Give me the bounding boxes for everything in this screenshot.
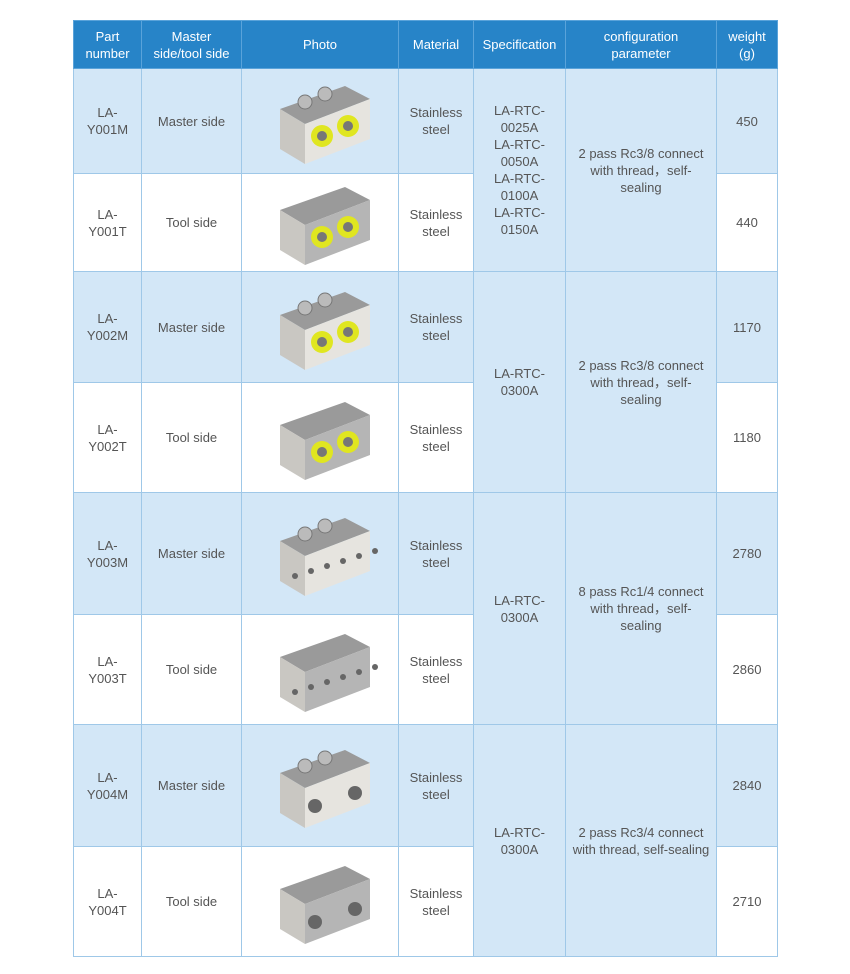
weight: 2860 [716, 614, 778, 725]
product-photo [280, 750, 370, 828]
part-number: LA- Y003T [73, 614, 142, 725]
product-photo [280, 85, 370, 164]
table-row: LA- Y003T Tool side Stainless steel 2860 [73, 614, 778, 725]
table-row: LA- Y001M Master side Stainless steel LA-RT… [73, 68, 778, 272]
header-photo: Photo [241, 20, 399, 69]
weight: 1180 [716, 382, 778, 493]
specification: LA-RTC- 0300A [473, 492, 566, 725]
part-number: LA- Y004M [73, 724, 142, 847]
header-part-number: Part number [73, 20, 142, 69]
weight: 440 [716, 173, 778, 272]
configuration: 2 pass Rc3/8 connect with thread，self-sea… [565, 68, 717, 272]
side: Master side [141, 492, 242, 615]
product-photo [280, 518, 378, 596]
photo-cell [241, 68, 399, 174]
side: Tool side [141, 382, 242, 493]
specification: LA-RTC- 0300A [473, 271, 566, 493]
header-configuration: configuration parameter [565, 20, 717, 69]
weight: 1170 [716, 271, 778, 383]
configuration: 2 pass Rc3/8 connect with thread，self-sea… [565, 271, 717, 493]
side: Master side [141, 271, 242, 383]
weight: 2780 [716, 492, 778, 615]
side: Master side [141, 724, 242, 847]
product-photo [280, 634, 378, 712]
header-side: Master side/tool side [141, 20, 242, 69]
table-row: LA- Y003M Master side Stainless steel LA-RT… [73, 492, 778, 725]
part-number: LA- Y001M [73, 68, 142, 174]
configuration: 2 pass Rc3/4 connect with thread, self-se… [565, 724, 717, 957]
side: Tool side [141, 614, 242, 725]
product-photo [280, 866, 370, 944]
material: Stainless steel [398, 271, 474, 383]
table-row: LA- Y004T Tool side Stainless steel 2710 [73, 846, 778, 957]
part-number: LA- Y002M [73, 271, 142, 383]
photo-cell [241, 492, 399, 615]
photo-cell [241, 846, 399, 957]
weight: 2840 [716, 724, 778, 847]
material: Stainless steel [398, 68, 474, 174]
header-specification: Specification [473, 20, 566, 69]
side: Tool side [141, 173, 242, 272]
weight: 450 [716, 68, 778, 174]
side: Tool side [141, 846, 242, 957]
configuration: 8 pass Rc1/4 connect with thread，self-sea… [565, 492, 717, 725]
header-weight: weight (g) [716, 20, 778, 69]
material: Stainless steel [398, 846, 474, 957]
part-number: LA- Y001T [73, 173, 142, 272]
part-number: LA- Y004T [73, 846, 142, 957]
material: Stainless steel [398, 614, 474, 725]
material: Stainless steel [398, 382, 474, 493]
table-row: LA- Y001T Tool side Stainless steel 440 [73, 173, 778, 272]
photo-cell [241, 382, 399, 493]
weight: 2710 [716, 846, 778, 957]
material: Stainless steel [398, 724, 474, 847]
side: Master side [141, 68, 242, 174]
product-photo [280, 187, 370, 265]
photo-cell [241, 173, 399, 272]
photo-cell [241, 614, 399, 725]
specification: LA-RTC- 0025A LA-RTC- 0050A LA-RTC- 0100A LA-R… [473, 68, 566, 272]
specification: LA-RTC- 0300A [473, 724, 566, 957]
table-row: LA- Y004M Master side Stainless steel LA-RT… [73, 724, 778, 957]
part-number: LA- Y002T [73, 382, 142, 493]
table-row: LA- Y002T Tool side Stainless steel 1180 [73, 382, 778, 493]
product-photo [280, 402, 370, 480]
photo-cell [241, 724, 399, 847]
header-material: Material [398, 20, 474, 69]
part-number: LA- Y003M [73, 492, 142, 615]
table-row: LA- Y002M Master side Stainless steel LA-RT… [73, 271, 778, 493]
material: Stainless steel [398, 492, 474, 615]
photo-cell [241, 271, 399, 383]
product-table: Part number Master side/tool side Photo Ma… [73, 20, 778, 957]
product-photo [280, 291, 370, 370]
header-row: Part number Master side/tool side Photo Ma… [73, 20, 778, 69]
material: Stainless steel [398, 173, 474, 272]
